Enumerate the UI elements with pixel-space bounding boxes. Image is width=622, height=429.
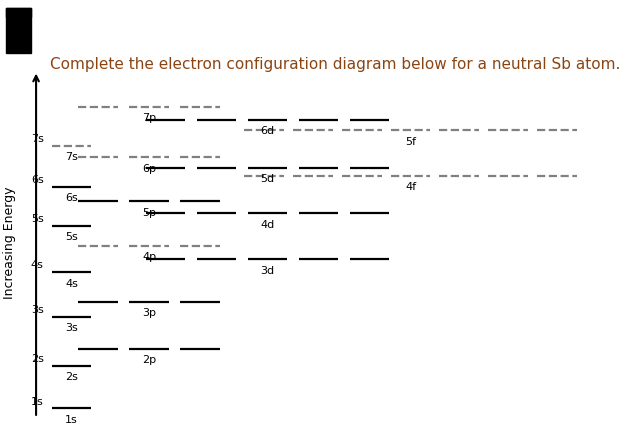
- Text: 3p: 3p: [142, 308, 156, 318]
- Text: Complete the electron configuration diagram below for a neutral Sb atom.: Complete the electron configuration diag…: [50, 57, 620, 72]
- FancyBboxPatch shape: [6, 8, 31, 53]
- Text: 4p: 4p: [142, 252, 156, 263]
- Text: 3s: 3s: [65, 323, 78, 333]
- Text: 2p: 2p: [142, 355, 156, 365]
- Text: 6s: 6s: [65, 193, 78, 203]
- Text: 7s: 7s: [65, 152, 78, 163]
- Text: 5f: 5f: [405, 137, 416, 147]
- Text: 5s: 5s: [65, 232, 78, 242]
- FancyBboxPatch shape: [6, 8, 31, 17]
- Text: 3s: 3s: [31, 305, 44, 315]
- Text: 3d: 3d: [261, 266, 274, 275]
- Text: 4d: 4d: [261, 220, 274, 230]
- Text: 6s: 6s: [31, 175, 44, 185]
- Text: 1s: 1s: [65, 415, 78, 425]
- Text: 6d: 6d: [261, 126, 274, 136]
- Text: 7s: 7s: [30, 134, 44, 144]
- Text: 5d: 5d: [261, 174, 274, 184]
- Text: Increasing Energy: Increasing Energy: [3, 186, 16, 299]
- Text: 7p: 7p: [142, 113, 156, 123]
- Text: 4s: 4s: [30, 260, 44, 270]
- Text: 6p: 6p: [142, 163, 156, 174]
- Text: 5p: 5p: [142, 208, 156, 218]
- Text: 5s: 5s: [31, 214, 44, 224]
- Text: 2s: 2s: [65, 372, 78, 382]
- Text: 4s: 4s: [65, 278, 78, 289]
- Text: 1s: 1s: [31, 396, 44, 407]
- Text: 2s: 2s: [30, 353, 44, 364]
- Text: 4f: 4f: [405, 182, 416, 192]
